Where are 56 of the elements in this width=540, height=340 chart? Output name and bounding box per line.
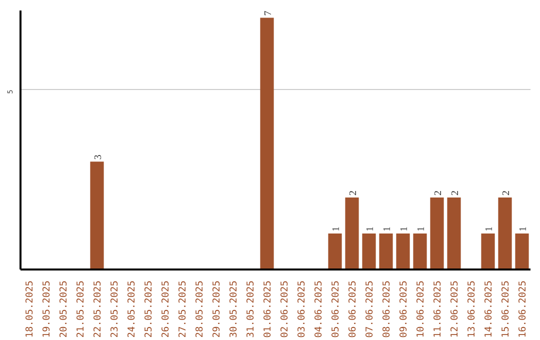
data-label: 1 [518, 226, 529, 232]
x-tick-label: 06.06.2025 [348, 280, 358, 338]
bar [515, 234, 529, 270]
data-label: 2 [501, 190, 512, 196]
x-tick-label: 18.05.2025 [24, 280, 36, 338]
x-tick-label: 27.05.2025 [178, 280, 188, 338]
x-tick-label: 20.05.2025 [58, 280, 70, 338]
data-label: 1 [484, 226, 495, 232]
x-tick-label: 30.05.2025 [228, 280, 240, 338]
x-tick-label: 09.06.2025 [398, 280, 410, 338]
x-tick-label: 19.05.2025 [42, 280, 52, 338]
x-tick-label: 15.06.2025 [500, 280, 512, 338]
bar [481, 234, 495, 270]
data-label: 1 [331, 226, 342, 232]
x-tick-label: 16.06.2025 [518, 280, 528, 338]
data-label: 7 [263, 10, 274, 16]
bar [498, 198, 512, 270]
x-tick-label: 05.06.2025 [330, 280, 342, 338]
x-tick-label: 25.05.2025 [144, 280, 154, 338]
x-tick-label: 07.06.2025 [364, 280, 376, 338]
x-tick-label: 12.06.2025 [450, 280, 460, 338]
data-label: 2 [433, 190, 444, 196]
x-tick-label: 03.06.2025 [296, 280, 308, 338]
x-tick-label: 22.05.2025 [92, 280, 104, 338]
x-tick-label: 23.05.2025 [110, 280, 120, 338]
x-tick-label: 14.06.2025 [484, 280, 494, 338]
x-tick-label: 11.06.2025 [432, 280, 444, 338]
x-tick-label: 21.05.2025 [76, 280, 86, 338]
bar [413, 234, 427, 270]
x-tick-label: 26.05.2025 [160, 280, 172, 338]
bar [328, 234, 342, 270]
x-tick-label: 24.05.2025 [126, 280, 138, 338]
bar [379, 234, 393, 270]
data-label: 2 [450, 190, 461, 196]
bar [345, 198, 359, 270]
data-label: 1 [365, 226, 376, 232]
x-tick-label: 28.05.2025 [194, 280, 206, 338]
x-tick-label: 10.06.2025 [416, 280, 426, 338]
bar [396, 234, 410, 270]
bar [430, 198, 444, 270]
bar [362, 234, 376, 270]
x-tick-label: 31.05.2025 [246, 280, 256, 338]
data-label: 1 [399, 226, 410, 232]
x-tick-label: 13.06.2025 [466, 280, 478, 338]
bar [90, 162, 104, 270]
bar [260, 18, 274, 270]
x-tick-label: 01.06.2025 [262, 280, 274, 338]
data-label: 1 [416, 226, 427, 232]
x-tick-label: 08.06.2025 [382, 280, 392, 338]
data-label: 1 [382, 226, 393, 232]
bar [447, 198, 461, 270]
data-label: 3 [93, 154, 104, 160]
x-tick-label: 29.05.2025 [212, 280, 222, 338]
x-tick-label: 04.06.2025 [314, 280, 324, 338]
x-tick-label: 02.06.2025 [280, 280, 290, 338]
data-label: 2 [348, 190, 359, 196]
